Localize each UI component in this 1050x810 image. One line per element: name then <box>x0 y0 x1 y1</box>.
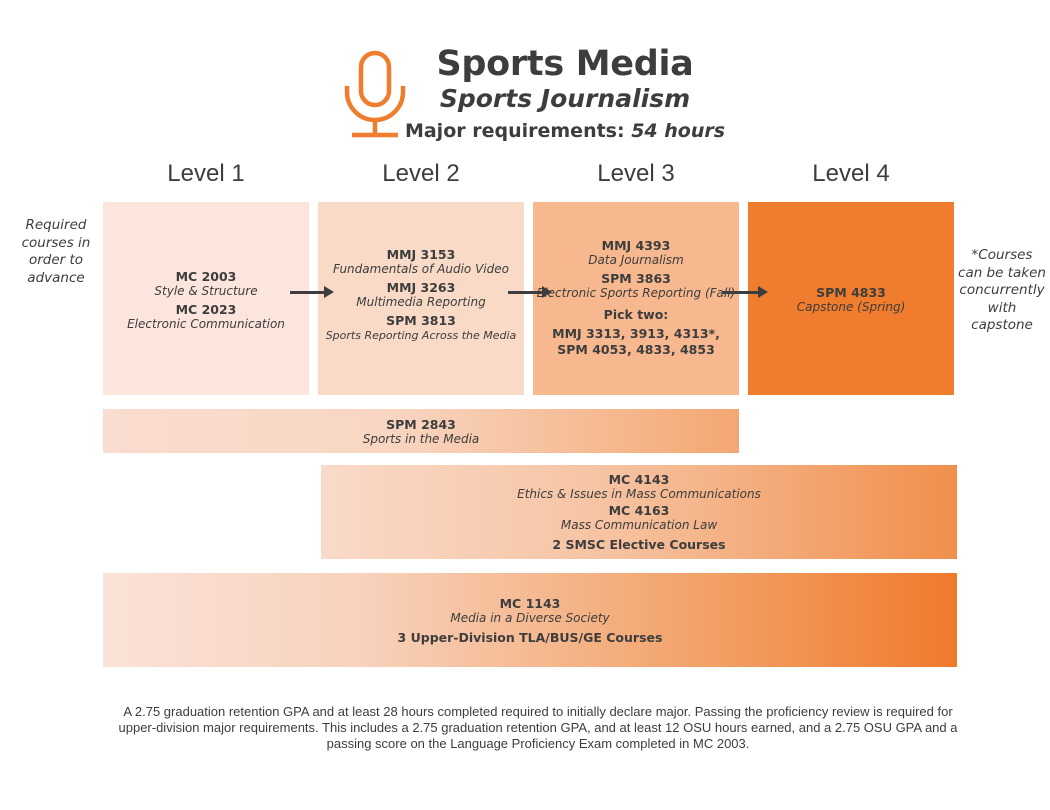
page-subtitle: Sports Journalism <box>439 84 691 113</box>
required-courses-note: Required courses in order to advance <box>21 217 91 286</box>
level-1-box: MC 2003 Style & Structure MC 2023 Electr… <box>103 202 309 395</box>
course-code: SPM 3863 <box>601 271 671 286</box>
course-name: Fundamentals of Audio Video <box>333 262 509 276</box>
course-name: Media in a Diverse Society <box>450 610 610 625</box>
footer-note: A 2.75 graduation retention GPA and at l… <box>118 704 958 751</box>
level-1-header: Level 1 <box>167 160 245 187</box>
level-4-header: Level 4 <box>812 160 890 187</box>
level-4-box: SPM 4833 Capstone (Spring) <box>748 202 954 395</box>
arrow-right-icon <box>722 286 768 298</box>
upper-division-mc-bar: MC 4143 Ethics & Issues in Mass Communic… <box>321 465 957 559</box>
course-name: Data Journalism <box>588 253 684 267</box>
course-name: Style & Structure <box>154 283 258 298</box>
course-code: MMJ 4393 <box>601 238 671 253</box>
course-code: MC 2003 <box>175 268 237 284</box>
major-requirements: Major requirements: 54 hours <box>400 120 730 142</box>
major-hours: 54 hours <box>631 120 726 142</box>
course-code: MC 1143 <box>499 595 561 611</box>
pick-two-options-line-2: SPM 4053, 4833, 4853 <box>557 342 715 357</box>
level-3-box: MMJ 4393 Data Journalism SPM 3863 Electr… <box>533 202 739 395</box>
course-code: SPM 3813 <box>386 313 456 328</box>
diverse-society-bar: MC 1143 Media in a Diverse Society 3 Upp… <box>103 573 957 667</box>
level-2-box: MMJ 3153 Fundamentals of Audio Video MMJ… <box>318 202 524 395</box>
course-name: Sports Reporting Across the Media <box>325 329 517 342</box>
microphone-icon <box>344 50 406 138</box>
course-code: MMJ 3263 <box>386 280 456 295</box>
pick-two-options-line-1: MMJ 3313, 3913, 4313*, <box>552 326 720 341</box>
arrow-right-icon <box>290 286 334 298</box>
course-code: MC 4143 <box>608 472 670 487</box>
course-code: SPM 4833 <box>816 285 886 300</box>
course-code: SPM 2843 <box>386 416 456 432</box>
course-name: Mass Communication Law <box>560 518 718 532</box>
course-name: Electronic Sports Reporting (Fall) <box>536 286 736 300</box>
course-code: MC 2023 <box>175 301 237 317</box>
page-title: Sports Media <box>436 44 694 84</box>
elective-courses: 2 SMSC Elective Courses <box>552 537 726 552</box>
course-name: Capstone (Spring) <box>796 300 906 314</box>
course-code: MMJ 3153 <box>386 247 456 262</box>
level-3-header: Level 3 <box>597 160 675 187</box>
course-code: MC 4163 <box>608 503 670 518</box>
course-name: Multimedia Reporting <box>356 295 486 309</box>
course-name: Sports in the Media <box>362 431 480 446</box>
upper-division-courses: 3 Upper-Division TLA/BUS/GE Courses <box>397 629 663 645</box>
course-name: Ethics & Issues in Mass Communications <box>517 487 761 501</box>
course-name: Electronic Communication <box>127 316 285 331</box>
concurrent-courses-note: *Courses can be taken concurrently with … <box>958 247 1046 333</box>
arrow-right-icon <box>508 286 552 298</box>
level-2-header: Level 2 <box>382 160 460 187</box>
major-label: Major requirements: <box>404 120 632 142</box>
pick-two-label: Pick two: <box>603 307 669 322</box>
sports-in-media-bar: SPM 2843 Sports in the Media <box>103 409 739 453</box>
